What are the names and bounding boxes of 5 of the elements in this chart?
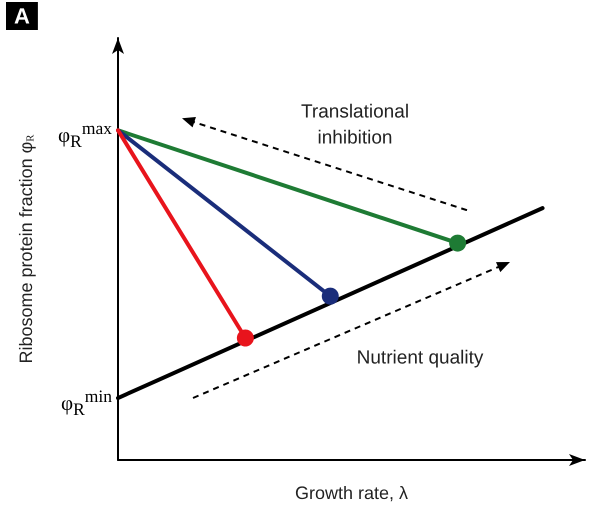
annotation: Translational inhibition — [300, 102, 410, 148]
annotation: Nutrient quality — [356, 348, 484, 368]
y-axis-title: Ribosome protein fraction φR — [16, 134, 36, 364]
chart-title: A — [14, 4, 30, 28]
x-axis-title: Growth rate, λ — [294, 483, 408, 503]
